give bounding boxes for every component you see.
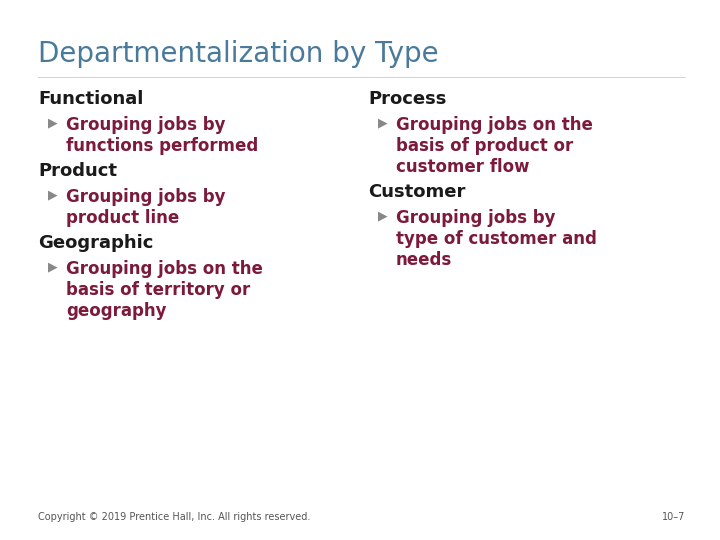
Text: ▶: ▶ bbox=[48, 188, 58, 201]
Text: Grouping jobs on the: Grouping jobs on the bbox=[396, 116, 593, 134]
Text: customer flow: customer flow bbox=[396, 158, 529, 176]
Text: Copyright © 2019 Prentice Hall, Inc. All rights reserved.: Copyright © 2019 Prentice Hall, Inc. All… bbox=[38, 512, 310, 522]
Text: 10–7: 10–7 bbox=[662, 512, 685, 522]
Text: Functional: Functional bbox=[38, 90, 143, 108]
Text: Process: Process bbox=[368, 90, 446, 108]
Text: ▶: ▶ bbox=[378, 116, 387, 129]
Text: product line: product line bbox=[66, 209, 179, 227]
Text: Grouping jobs by: Grouping jobs by bbox=[66, 116, 225, 134]
Text: functions performed: functions performed bbox=[66, 137, 258, 155]
Text: Customer: Customer bbox=[368, 183, 465, 201]
Text: Grouping jobs on the: Grouping jobs on the bbox=[66, 260, 263, 278]
Text: type of customer and: type of customer and bbox=[396, 230, 597, 248]
Text: Grouping jobs by: Grouping jobs by bbox=[66, 188, 225, 206]
Text: geography: geography bbox=[66, 302, 166, 320]
Text: ▶: ▶ bbox=[48, 260, 58, 273]
Text: Geographic: Geographic bbox=[38, 234, 153, 252]
Text: basis of product or: basis of product or bbox=[396, 137, 573, 155]
Text: Grouping jobs by: Grouping jobs by bbox=[396, 209, 556, 227]
Text: needs: needs bbox=[396, 251, 452, 269]
Text: Departmentalization by Type: Departmentalization by Type bbox=[38, 40, 438, 68]
Text: ▶: ▶ bbox=[378, 209, 387, 222]
Text: Product: Product bbox=[38, 162, 117, 180]
Text: basis of territory or: basis of territory or bbox=[66, 281, 251, 299]
Text: ▶: ▶ bbox=[48, 116, 58, 129]
